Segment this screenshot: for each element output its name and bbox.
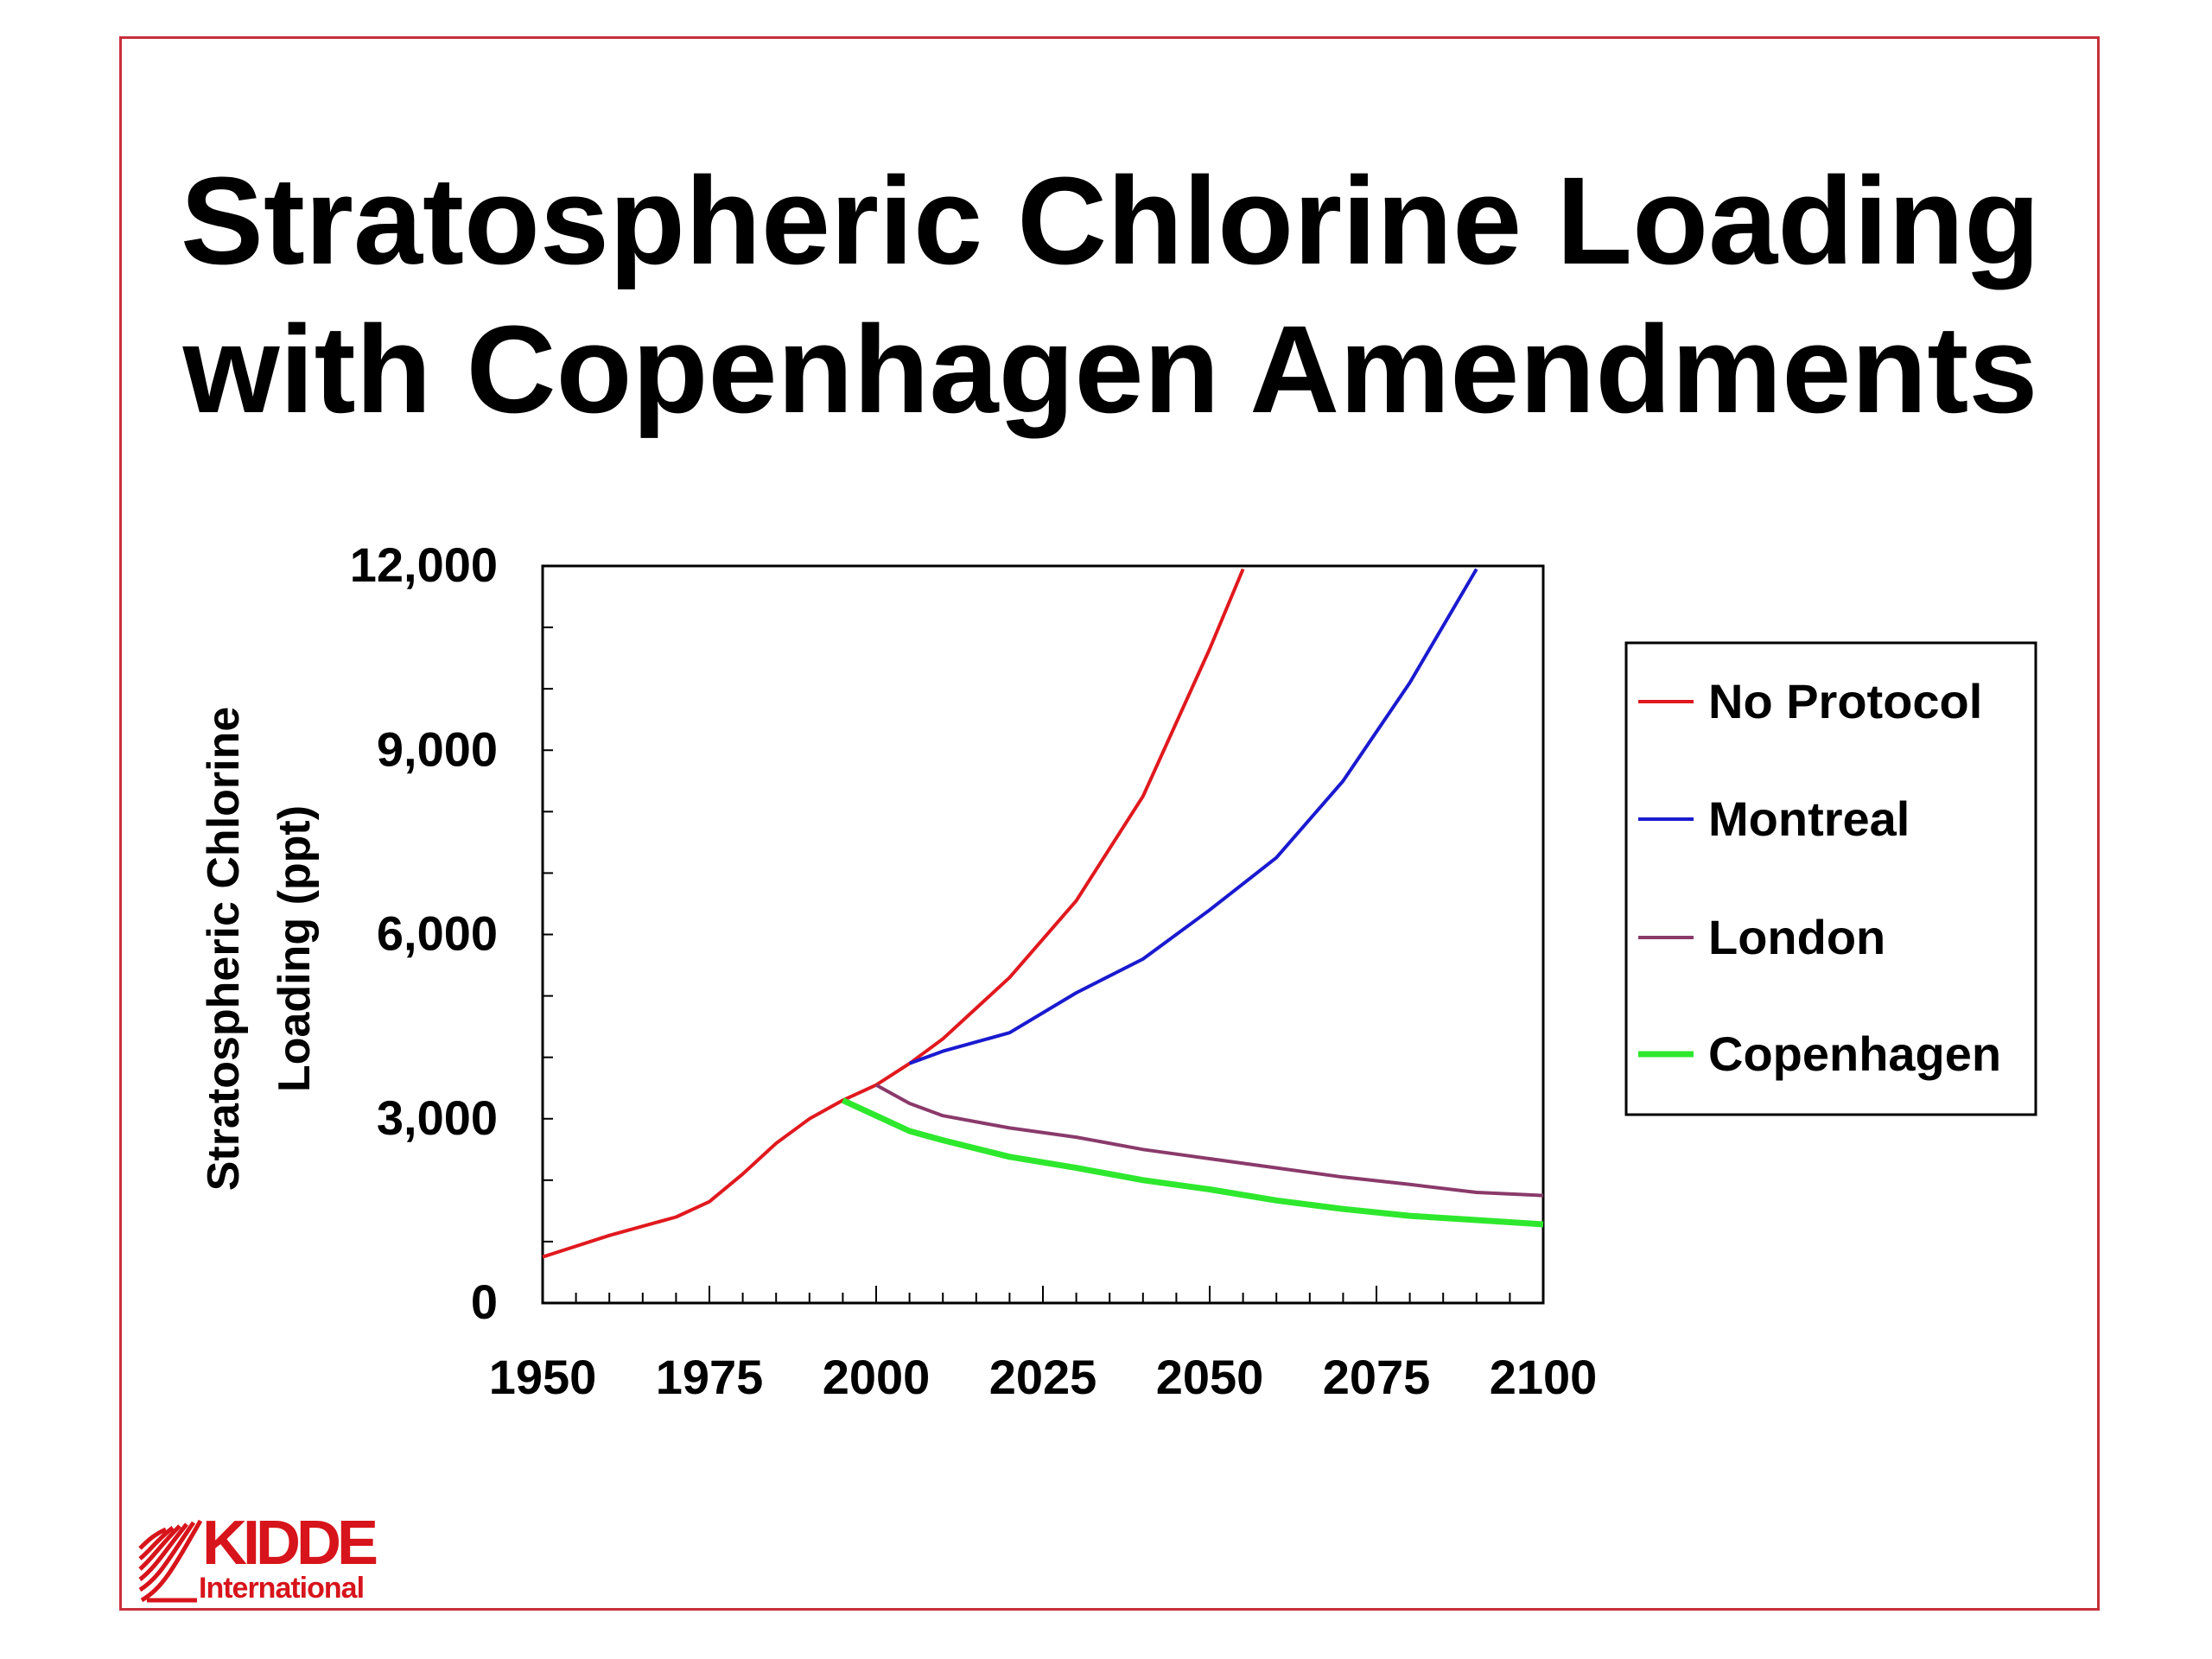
x-tick-label: 2075 [1323,1350,1431,1404]
x-tick-label: 1950 [489,1350,597,1404]
legend-label-copenhagen: Copenhagen [1708,1027,2001,1081]
logo-wordmark: KIDDE [202,1509,378,1578]
x-tick-label: 2050 [1156,1350,1264,1404]
y-tick-label: 12,000 [350,537,498,592]
series-line-no-protocol [542,568,1245,1259]
y-tick-label: 3,000 [377,1090,498,1145]
y-axis-title: Stratospheric Chlorine Loading (ppt) [199,707,320,1192]
legend: No Protocol Montreal London Copenhagen [1624,641,2037,1116]
logo-swoosh-icon [138,1519,203,1603]
y-minor-ticks [543,565,553,1304]
y-tick-label: 0 [471,1274,498,1329]
slide-title: Stratospheric Chlorine Loading with Cope… [121,147,2100,444]
logo-subtitle: International [199,1572,365,1605]
legend-label-london: London [1708,910,1885,964]
legend-label-montreal: Montreal [1708,791,1910,846]
y-tick-label: 9,000 [377,721,498,776]
title-line-1: Stratospheric Chlorine Loading [180,151,2041,290]
series-line-montreal [908,568,1478,1065]
legend-label-no-protocol: No Protocol [1708,674,1982,728]
x-minor-ticks [542,1286,1544,1303]
series-line-copenhagen [841,1097,1544,1228]
legend-items: No Protocol Montreal London Copenhagen [1638,674,2001,1081]
x-tick-label: 2000 [823,1350,931,1404]
y-axis-title-line-1: Stratospheric Chlorine [199,707,249,1192]
kidde-logo: KIDDE International [137,1509,382,1605]
series-line-london [875,1083,1544,1198]
series-lines [542,568,1544,1259]
y-axis-title-line-2: Loading (ppt) [270,805,320,1092]
x-tick-label: 1975 [656,1350,764,1404]
x-tick-label: 2025 [989,1350,1097,1404]
x-tick-labels: 1950 1975 2000 2025 2050 2075 2100 [489,1350,1598,1404]
legend-box [1624,641,2037,1116]
slide-border [119,36,2100,1611]
y-tick-labels: 0 3,000 6,000 9,000 12,000 [350,537,498,1329]
y-tick-label: 6,000 [377,906,498,961]
plot-area [541,564,1545,1305]
x-tick-label: 2100 [1490,1350,1598,1404]
title-line-2: with Copenhagen Amendments [182,300,2038,439]
